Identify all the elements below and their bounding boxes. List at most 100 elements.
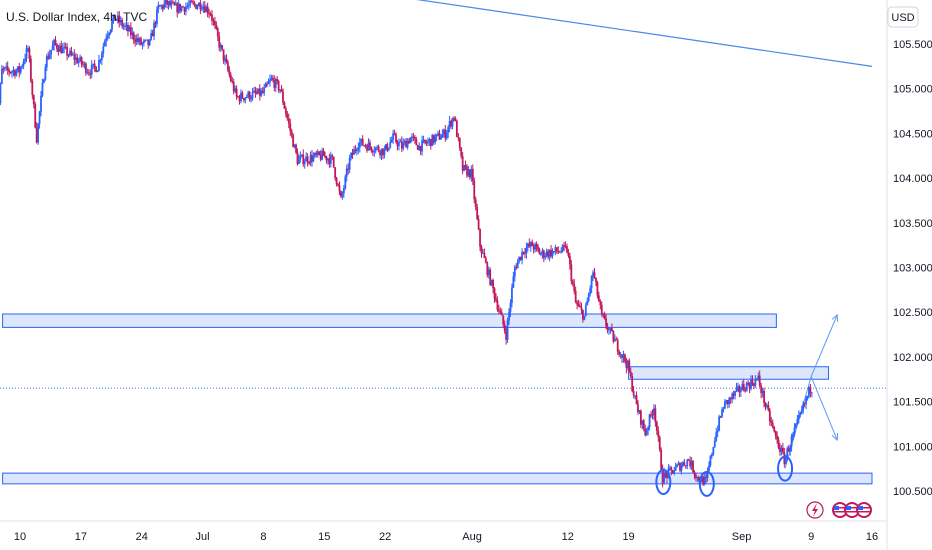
- trend-line[interactable]: [385, 0, 873, 67]
- candle-body: [8, 69, 11, 73]
- candle-body: [154, 22, 157, 25]
- candle-body: [242, 98, 245, 101]
- candle-body: [0, 83, 2, 104]
- candle-body: [103, 41, 106, 47]
- candle-body: [238, 96, 241, 102]
- candle-body: [718, 416, 721, 431]
- candle-body: [324, 155, 326, 157]
- time-axis[interactable]: 10 17 24 Jul 8 15 22 Aug 12 19 Sep 9 16: [14, 531, 878, 543]
- candle-body: [142, 40, 145, 44]
- candle-body: [270, 77, 273, 80]
- candle-body: [185, 6, 187, 12]
- candle-body: [474, 199, 477, 207]
- candle-body: [85, 63, 87, 73]
- candle-body: [382, 148, 384, 156]
- candle-body: [383, 149, 386, 156]
- candle-body: [509, 302, 512, 312]
- candle-body: [129, 26, 132, 36]
- candle-body: [409, 137, 412, 144]
- candle-body: [535, 244, 538, 247]
- candle-body: [264, 83, 267, 88]
- candle-body: [412, 136, 415, 138]
- candle-body: [74, 57, 77, 60]
- candle-body: [469, 169, 471, 178]
- candle-body: [629, 371, 632, 377]
- candle-body: [660, 449, 663, 470]
- resistance-zone-102.4[interactable]: [2, 313, 777, 328]
- candle-body: [411, 136, 413, 138]
- candle-body: [77, 60, 80, 64]
- candle-body: [734, 391, 736, 396]
- candle-body: [387, 147, 390, 151]
- lightning-icon[interactable]: [806, 501, 824, 519]
- candle-body: [689, 460, 692, 467]
- candle-body: [625, 361, 628, 368]
- candle-body: [295, 144, 297, 153]
- support-zone-100.6[interactable]: [2, 472, 873, 485]
- candle-body: [611, 328, 613, 331]
- candle-body: [289, 123, 292, 131]
- candle-body: [200, 8, 203, 10]
- candle-body: [261, 91, 264, 93]
- candle-body: [237, 96, 239, 98]
- candle-body: [670, 467, 673, 471]
- candle-body: [470, 168, 473, 178]
- candle-body: [555, 247, 558, 252]
- us-flag-icon[interactable]: [856, 502, 872, 518]
- candle-body: [454, 118, 457, 121]
- candle-body: [795, 423, 797, 429]
- bottom-marker[interactable]: [655, 469, 672, 496]
- candle-body: [235, 88, 238, 97]
- candle-body: [690, 461, 693, 467]
- candle-body: [245, 96, 248, 98]
- candle-body: [792, 433, 794, 437]
- candle-body: [19, 66, 22, 73]
- candle-body: [748, 384, 751, 389]
- price-axis[interactable]: 105.500 105.000 104.500 104.000 103.500 103.0…: [893, 39, 932, 498]
- y-tick-label: 102.000: [893, 352, 932, 364]
- candle-body: [641, 420, 644, 425]
- candle-body: [98, 60, 100, 71]
- candle-body: [158, 5, 161, 7]
- candle-body: [209, 13, 212, 15]
- candle-body: [380, 148, 383, 156]
- candle-body: [3, 67, 6, 69]
- candle-body: [363, 145, 366, 147]
- candle-body: [760, 385, 763, 394]
- bottom-marker[interactable]: [777, 455, 794, 482]
- us-flag-icon[interactable]: [844, 502, 860, 518]
- candle-body: [302, 154, 305, 165]
- candle-body: [27, 48, 29, 50]
- candle-body: [48, 54, 51, 59]
- candle-body: [400, 141, 403, 149]
- candle-body: [135, 38, 138, 43]
- candle-body: [422, 139, 425, 141]
- candle-body: [174, 3, 177, 6]
- candle-body: [258, 88, 261, 96]
- candle-body: [138, 38, 141, 42]
- bottom-marker[interactable]: [698, 470, 715, 497]
- candle-body: [260, 91, 263, 96]
- candle-body: [597, 295, 600, 302]
- projection-arrow-head: [831, 433, 839, 442]
- candle-body: [582, 310, 584, 320]
- candle-body: [595, 277, 597, 282]
- candle-body: [576, 302, 579, 305]
- candle-body: [789, 446, 792, 452]
- candle-body: [56, 44, 58, 49]
- x-tick-label: 24: [136, 531, 148, 543]
- candle-body: [515, 267, 518, 269]
- candle-body: [522, 251, 525, 253]
- candle-body: [222, 49, 225, 61]
- x-tick-label: 16: [866, 531, 878, 543]
- projection-arrow[interactable]: [810, 376, 838, 441]
- candle-body: [695, 474, 697, 478]
- candle-body: [519, 256, 522, 260]
- projection-arrow[interactable]: [810, 314, 838, 377]
- candle-body: [471, 168, 474, 182]
- resistance-zone-101.8[interactable]: [628, 366, 830, 380]
- us-flag-icon[interactable]: [832, 502, 848, 518]
- candle-body: [300, 154, 303, 157]
- currency-button[interactable]: [887, 6, 919, 28]
